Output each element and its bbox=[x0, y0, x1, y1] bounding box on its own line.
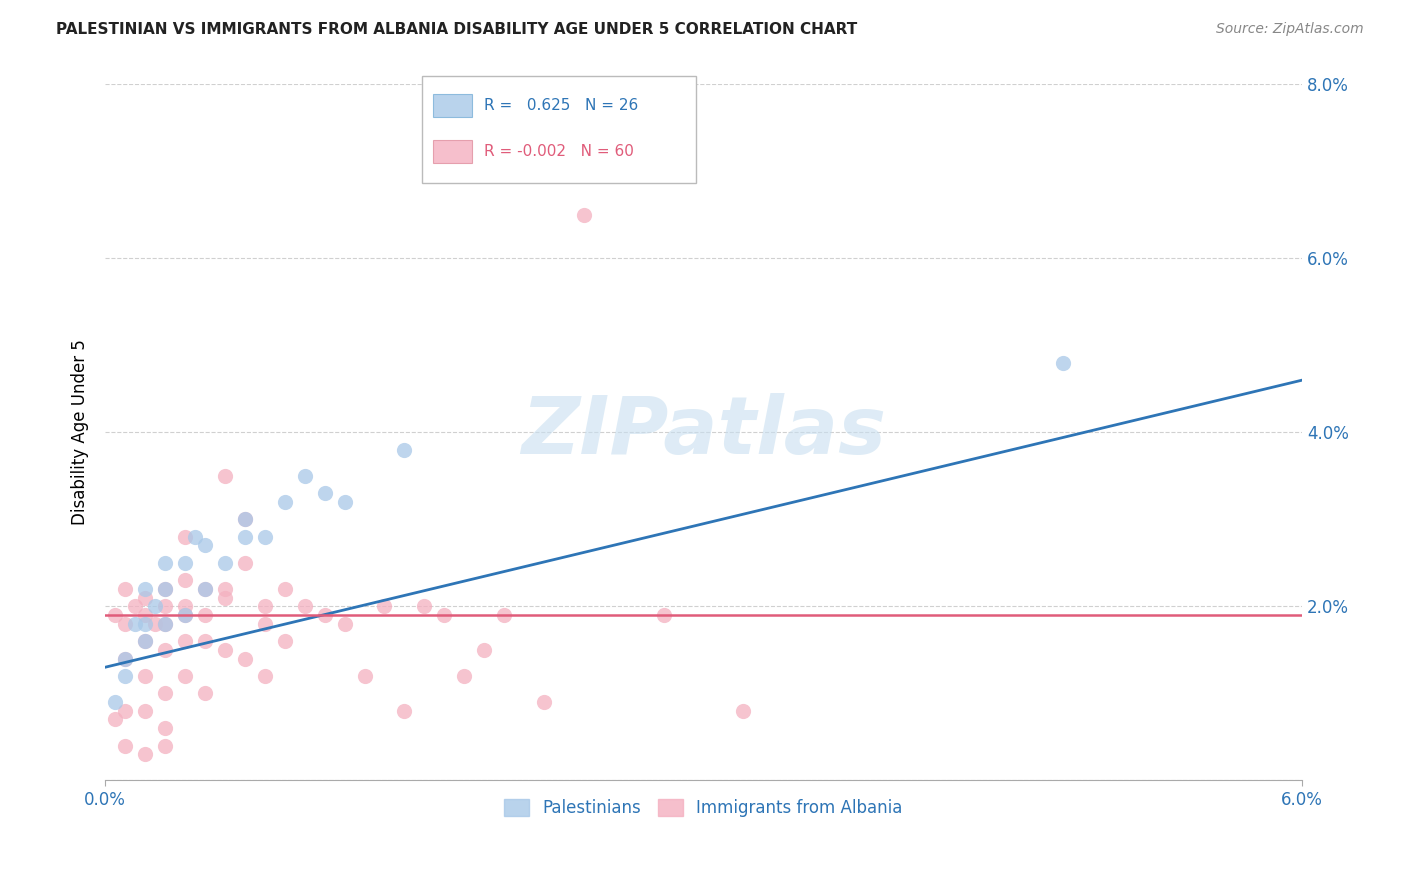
Point bbox=[153, 556, 176, 570]
Point bbox=[174, 634, 197, 648]
Point bbox=[233, 651, 256, 665]
Point bbox=[153, 599, 176, 614]
Point bbox=[174, 607, 197, 622]
Point bbox=[194, 582, 217, 596]
Point bbox=[194, 538, 217, 552]
Point bbox=[733, 704, 755, 718]
Point bbox=[314, 486, 336, 500]
Point bbox=[433, 607, 456, 622]
Point bbox=[233, 530, 256, 544]
Point bbox=[233, 512, 256, 526]
Point bbox=[134, 582, 156, 596]
Point bbox=[253, 616, 276, 631]
Point bbox=[153, 686, 176, 700]
Point bbox=[134, 607, 156, 622]
Point bbox=[153, 616, 176, 631]
Point bbox=[214, 468, 236, 483]
Point bbox=[153, 582, 176, 596]
Point bbox=[134, 591, 156, 605]
Point bbox=[134, 634, 156, 648]
Point bbox=[314, 607, 336, 622]
Point bbox=[453, 669, 475, 683]
Point bbox=[114, 582, 136, 596]
Point bbox=[134, 704, 156, 718]
Point bbox=[194, 634, 217, 648]
Point bbox=[233, 512, 256, 526]
Point bbox=[153, 739, 176, 753]
Point bbox=[114, 616, 136, 631]
Point bbox=[153, 582, 176, 596]
Point bbox=[143, 616, 166, 631]
Point bbox=[253, 599, 276, 614]
Point bbox=[274, 495, 297, 509]
Point bbox=[124, 616, 146, 631]
Point bbox=[153, 721, 176, 735]
Point bbox=[333, 616, 356, 631]
Legend: Palestinians, Immigrants from Albania: Palestinians, Immigrants from Albania bbox=[498, 793, 910, 824]
Point bbox=[294, 468, 316, 483]
Text: Source: ZipAtlas.com: Source: ZipAtlas.com bbox=[1216, 22, 1364, 37]
Point bbox=[413, 599, 436, 614]
Point bbox=[134, 634, 156, 648]
Point bbox=[214, 591, 236, 605]
Text: PALESTINIAN VS IMMIGRANTS FROM ALBANIA DISABILITY AGE UNDER 5 CORRELATION CHART: PALESTINIAN VS IMMIGRANTS FROM ALBANIA D… bbox=[56, 22, 858, 37]
Text: ZIPatlas: ZIPatlas bbox=[522, 393, 886, 471]
Point bbox=[353, 669, 375, 683]
Point bbox=[194, 582, 217, 596]
Point bbox=[472, 643, 495, 657]
Point bbox=[652, 607, 675, 622]
Point bbox=[143, 599, 166, 614]
Point bbox=[114, 651, 136, 665]
Point bbox=[114, 739, 136, 753]
Point bbox=[124, 599, 146, 614]
Point bbox=[184, 530, 207, 544]
Point bbox=[174, 556, 197, 570]
Text: R = -0.002   N = 60: R = -0.002 N = 60 bbox=[484, 145, 634, 159]
Point bbox=[253, 669, 276, 683]
Point bbox=[294, 599, 316, 614]
Point bbox=[214, 582, 236, 596]
Point bbox=[253, 530, 276, 544]
Point bbox=[114, 704, 136, 718]
Point bbox=[114, 651, 136, 665]
Point bbox=[174, 669, 197, 683]
Point bbox=[572, 208, 595, 222]
Point bbox=[592, 164, 614, 178]
Point bbox=[134, 747, 156, 762]
Y-axis label: Disability Age Under 5: Disability Age Under 5 bbox=[72, 340, 89, 525]
Point bbox=[174, 607, 197, 622]
Point bbox=[373, 599, 395, 614]
Point bbox=[214, 556, 236, 570]
Point bbox=[104, 607, 127, 622]
Point bbox=[134, 669, 156, 683]
Point bbox=[274, 582, 297, 596]
Point bbox=[214, 643, 236, 657]
Point bbox=[153, 643, 176, 657]
Point bbox=[274, 634, 297, 648]
Point bbox=[104, 713, 127, 727]
Point bbox=[174, 599, 197, 614]
Point bbox=[494, 607, 516, 622]
Point bbox=[104, 695, 127, 709]
Point bbox=[533, 695, 555, 709]
Point bbox=[233, 556, 256, 570]
Point bbox=[1052, 356, 1074, 370]
Text: R =   0.625   N = 26: R = 0.625 N = 26 bbox=[484, 98, 638, 112]
Point bbox=[394, 704, 416, 718]
Point bbox=[194, 607, 217, 622]
Point bbox=[174, 573, 197, 587]
Point bbox=[153, 616, 176, 631]
Point bbox=[134, 616, 156, 631]
Point bbox=[333, 495, 356, 509]
Point bbox=[114, 669, 136, 683]
Point bbox=[174, 530, 197, 544]
Point bbox=[394, 442, 416, 457]
Point bbox=[194, 686, 217, 700]
